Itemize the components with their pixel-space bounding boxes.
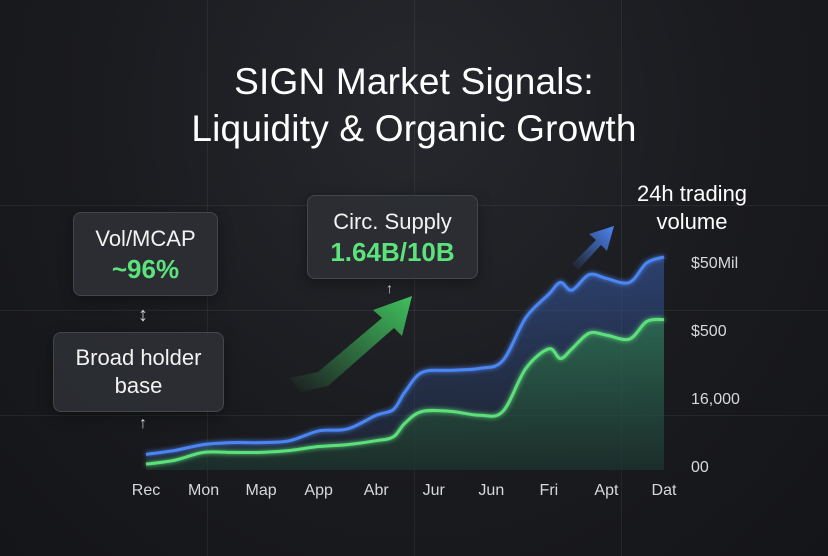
x-tick-label: Abr <box>364 482 390 499</box>
x-tick-label: Map <box>246 482 277 499</box>
y-tick-label: 00 <box>691 459 709 476</box>
circ-supply-label: Circ. Supply <box>333 209 452 234</box>
x-tick-label: Jun <box>478 482 504 499</box>
holder-base-line-2: base <box>114 373 163 398</box>
growth-arrow-icon <box>290 296 412 392</box>
circ-supply-value: 1.64B/10B <box>330 237 455 267</box>
x-tick-label: Dat <box>652 482 677 499</box>
x-tick-label: Jur <box>423 482 446 499</box>
vol-mcap-callout: Vol/MCAP ~96% <box>73 212 218 296</box>
up-arrow-icon: ↑ <box>386 280 393 296</box>
y-tick-label: 16,000 <box>691 391 740 408</box>
volume-label: 24h trading volume <box>612 180 772 236</box>
y-tick-label: $500 <box>691 323 727 340</box>
up-arrow-icon: ↑ <box>139 415 147 432</box>
x-tick-label: Apt <box>594 482 619 499</box>
holder-base-line-1: Broad holder <box>75 345 202 370</box>
grid-line <box>621 0 622 556</box>
volume-label-line-2: volume <box>656 209 728 234</box>
x-tick-label: Rec <box>132 482 160 499</box>
vol-mcap-value: ~96% <box>111 254 180 284</box>
series-line-volume <box>145 255 665 456</box>
double-arrow-icon: ↕ <box>138 304 148 326</box>
x-tick-label: App <box>304 482 333 499</box>
title-line-1: SIGN Market Signals: <box>234 61 594 102</box>
series-line-growth <box>145 317 665 466</box>
x-tick-label: Fri <box>540 482 559 499</box>
page-title: SIGN Market Signals: Liquidity & Organic… <box>0 58 828 152</box>
y-tick-label: $50Mil <box>691 255 738 272</box>
title-line-2: Liquidity & Organic Growth <box>191 108 637 149</box>
x-tick-label: Mon <box>188 482 219 499</box>
circ-supply-callout: Circ. Supply 1.64B/10B <box>307 195 478 279</box>
grid-line <box>0 310 828 311</box>
series-area-growth <box>146 319 664 470</box>
holder-base-callout: Broad holder base <box>53 332 224 412</box>
volume-label-line-1: 24h trading <box>636 181 748 206</box>
vol-mcap-label: Vol/MCAP <box>95 226 196 251</box>
volume-arrow-icon <box>572 226 614 270</box>
